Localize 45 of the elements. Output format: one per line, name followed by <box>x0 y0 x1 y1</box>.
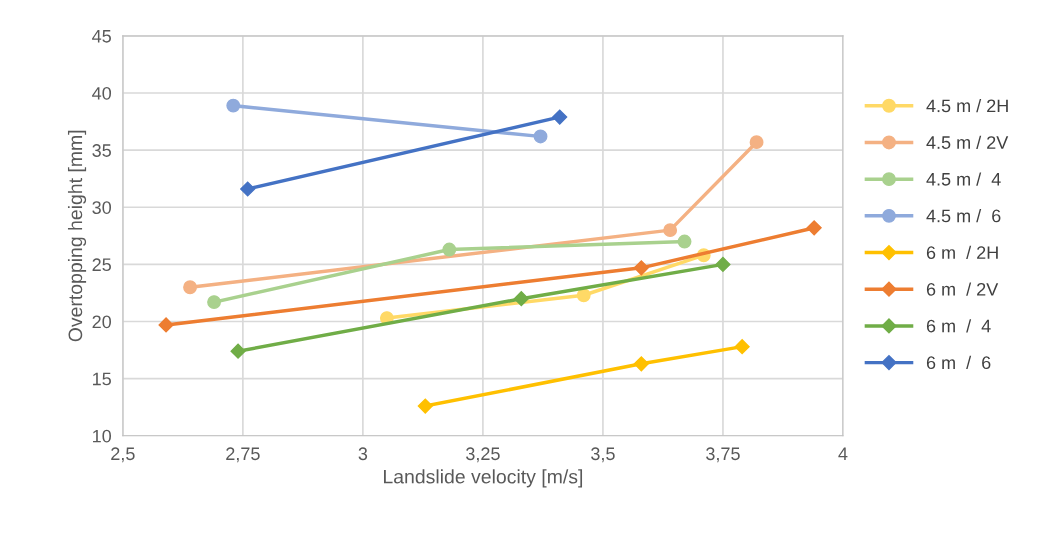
point <box>749 135 764 150</box>
x-tick-label: 4 <box>838 447 848 460</box>
x-tick-label: 3,5 <box>591 447 615 463</box>
point <box>715 256 731 272</box>
point <box>207 295 222 310</box>
point <box>417 398 433 414</box>
y-tick-label: 35 <box>92 144 111 157</box>
legend-label: 4.5 m / 4 <box>926 172 1001 186</box>
x-tick-label: 2,5 <box>111 447 135 463</box>
x-tick-label: 2,75 <box>226 447 260 463</box>
legend-label: 4.5 m / 2V <box>926 135 1009 149</box>
legend-label: 4.5 m / 2H <box>926 99 1008 113</box>
x-axis-title: Landslide velocity [m/s] <box>384 469 583 488</box>
y-tick-label: 40 <box>92 86 112 100</box>
point <box>677 234 692 249</box>
x-tick-label: 3,75 <box>706 447 740 463</box>
point <box>806 220 822 236</box>
point <box>513 291 529 307</box>
x-tick-label: 3,25 <box>466 447 500 463</box>
y-tick-label: 10 <box>93 429 112 443</box>
point <box>633 356 649 372</box>
point <box>442 242 457 257</box>
y-tick-label: 25 <box>92 258 111 272</box>
legend-label: 4.5 m / 6 <box>926 209 1001 223</box>
y-tick-label: 20 <box>92 315 112 329</box>
y-tick-label: 15 <box>93 372 111 386</box>
legend-label: 6 m / 2V <box>926 282 999 296</box>
point <box>633 260 649 276</box>
legend-label: 6 m / 2H <box>926 245 998 260</box>
point <box>533 129 548 144</box>
point <box>734 339 750 355</box>
point <box>183 280 198 295</box>
point <box>552 109 568 125</box>
point <box>230 343 246 359</box>
point <box>158 317 174 333</box>
y-tick-label: 45 <box>92 30 111 43</box>
legend-label: 6 m / 4 <box>926 319 991 333</box>
point <box>663 223 678 238</box>
point <box>240 181 256 197</box>
point <box>226 98 241 113</box>
point <box>576 288 591 303</box>
x-tick-label: 3 <box>358 447 368 461</box>
legend-label: 6 m / 6 <box>926 355 991 370</box>
y-tick-label: 30 <box>92 201 112 214</box>
y-axis-title: Overtopping height [mm] <box>67 130 87 342</box>
